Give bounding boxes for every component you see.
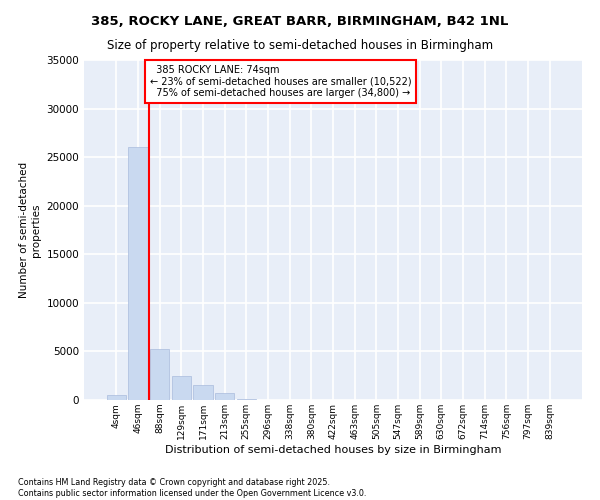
Text: 385, ROCKY LANE, GREAT BARR, BIRMINGHAM, B42 1NL: 385, ROCKY LANE, GREAT BARR, BIRMINGHAM,…	[91, 15, 509, 28]
Bar	[215, 393, 235, 400]
Bar	[236, 399, 256, 400]
Y-axis label: Number of semi-detached
properties: Number of semi-detached properties	[19, 162, 41, 298]
Text: Contains HM Land Registry data © Crown copyright and database right 2025.
Contai: Contains HM Land Registry data © Crown c…	[18, 478, 367, 498]
Bar	[128, 148, 148, 400]
Text: Size of property relative to semi-detached houses in Birmingham: Size of property relative to semi-detach…	[107, 39, 493, 52]
Bar	[172, 376, 191, 400]
Text: 385 ROCKY LANE: 74sqm  
← 23% of semi-detached houses are smaller (10,522)
  75%: 385 ROCKY LANE: 74sqm ← 23% of semi-deta…	[150, 65, 412, 98]
X-axis label: Distribution of semi-detached houses by size in Birmingham: Distribution of semi-detached houses by …	[165, 444, 501, 454]
Bar	[193, 386, 213, 400]
Bar	[150, 350, 169, 400]
Bar	[107, 395, 126, 400]
